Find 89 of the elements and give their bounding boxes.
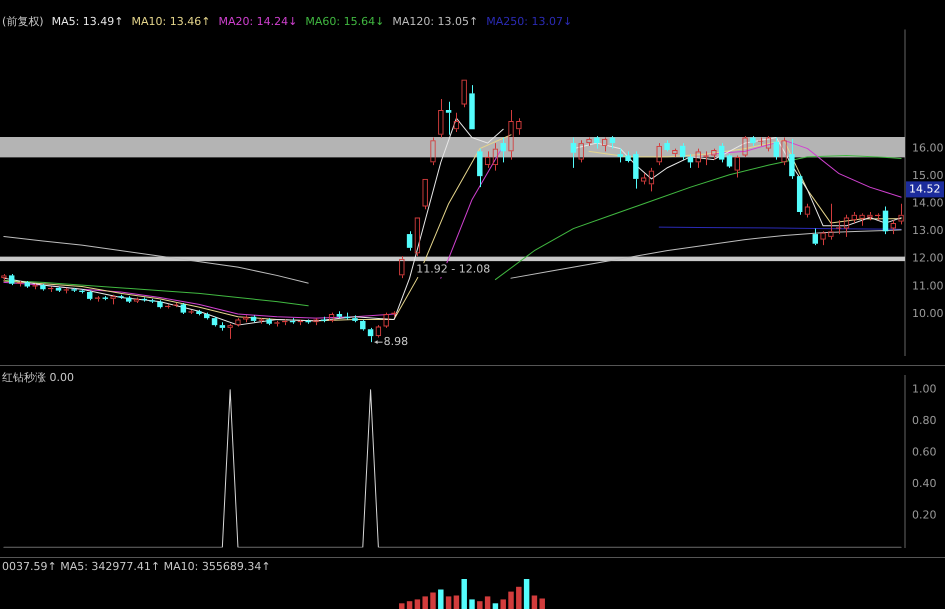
y-tick-label: 14.00: [912, 196, 944, 210]
candlestick: [750, 136, 756, 146]
chart-title: 红钻秒涨 0.00: [2, 371, 74, 384]
candlestick: [633, 150, 639, 190]
bar: [430, 592, 436, 609]
candlestick: [8, 274, 14, 286]
candlestick: [688, 154, 694, 168]
bar: [492, 603, 498, 609]
text: MA120: 13.05↑: [392, 15, 478, 28]
candlestick: [774, 137, 779, 160]
candlestick: [266, 318, 272, 326]
candlestick: [196, 309, 202, 316]
candlestick: [368, 327, 374, 343]
candlestick: [882, 206, 888, 235]
candlestick: [625, 150, 631, 163]
y-tick-label: 0.80: [912, 414, 936, 428]
bar: [399, 603, 405, 609]
candlestick: [24, 280, 30, 288]
candlestick: [180, 302, 186, 315]
y-tick-label: 0.60: [912, 446, 936, 459]
annotation: 8.98: [384, 335, 408, 348]
y-tick-label: 1.00: [912, 382, 936, 396]
bar: [422, 596, 428, 609]
candlestick: [321, 316, 326, 323]
candlestick: [618, 148, 623, 163]
candlestick: [718, 142, 724, 163]
bar: [500, 599, 506, 609]
bar: [508, 592, 514, 609]
bar: [524, 579, 530, 609]
bar: [539, 598, 545, 609]
candlestick: [79, 288, 85, 294]
candlestick: [250, 314, 256, 323]
text: MA10: 13.46↑: [132, 15, 210, 28]
bar: [446, 596, 452, 609]
candlestick: [796, 174, 802, 216]
candlestick: [220, 322, 226, 332]
candlestick: [40, 283, 46, 292]
y-tick-label: 12.00: [912, 252, 944, 265]
candlestick: [71, 287, 77, 292]
candlestick: [102, 296, 108, 301]
candlestick: [789, 138, 795, 180]
candlestick: [212, 316, 218, 327]
bar: [484, 596, 490, 609]
candlestick: [149, 298, 155, 304]
y-tick-label: 16.00: [912, 141, 944, 154]
y-tick-label: 0.40: [912, 477, 936, 490]
candlestick: [664, 140, 670, 152]
bar: [454, 596, 460, 609]
text: MA60: 15.64↓: [305, 15, 384, 28]
candlestick: [446, 101, 452, 136]
annotation: 14.52: [909, 182, 940, 196]
text: MA20: 14.24↓: [218, 15, 298, 28]
bar: [414, 599, 420, 609]
band-label: 11.92 - 12.08: [416, 262, 490, 276]
candlestick: [118, 294, 124, 300]
candlestick: [469, 84, 475, 130]
bar: [469, 599, 475, 609]
candlestick: [500, 137, 506, 163]
candlestick: [594, 136, 600, 150]
y-tick-label: 13.00: [912, 224, 944, 238]
bar: [516, 586, 522, 609]
bar: [406, 601, 412, 609]
candlestick: [570, 137, 576, 168]
candlestick: [305, 319, 311, 324]
candlestick: [352, 314, 358, 323]
y-tick-label: 11.00: [912, 279, 944, 292]
bar: [461, 579, 467, 609]
chart-title: (前复权): [2, 15, 44, 28]
candlestick: [812, 228, 818, 246]
candlestick: [290, 318, 296, 324]
candlestick: [360, 319, 366, 332]
candlestick: [477, 148, 483, 188]
bar: [532, 596, 538, 609]
candlestick: [726, 154, 732, 168]
bar: [438, 590, 444, 609]
text: MA5: 13.49↑: [52, 15, 124, 28]
candlestick: [610, 136, 616, 150]
candlestick: [157, 300, 163, 310]
candlestick: [680, 142, 686, 160]
candlestick: [406, 230, 412, 252]
chart-title: 0037.59↑ MA5: 342977.41↑ MA10: 355689.34↑: [2, 560, 271, 573]
candlestick: [204, 312, 210, 320]
y-tick-label: 10.00: [912, 306, 944, 320]
y-tick-label: 0.20: [912, 508, 936, 522]
y-tick-label: 15.00: [912, 169, 944, 182]
text: MA250: 13.07↓: [486, 15, 572, 28]
candlestick: [126, 296, 132, 304]
candlestick: [86, 290, 92, 301]
bar: [477, 601, 483, 609]
